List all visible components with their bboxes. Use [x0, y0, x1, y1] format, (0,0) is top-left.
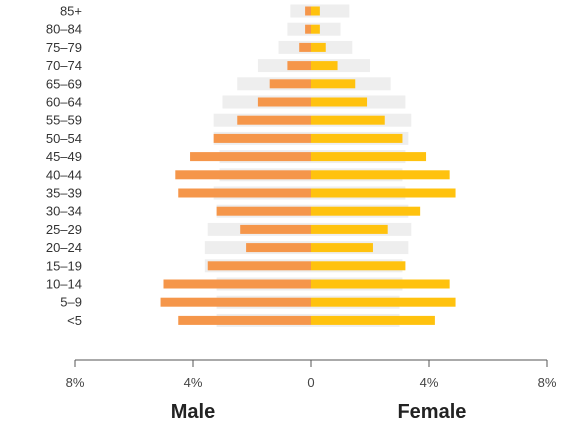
male-bar [305, 24, 311, 34]
female-bar [311, 279, 450, 289]
x-tick-label: 8% [66, 375, 85, 390]
age-group-label: 5–9 [60, 295, 82, 310]
female-bar [311, 61, 338, 71]
age-group-label: 50–54 [46, 131, 82, 146]
female-bar [311, 6, 320, 16]
female-bar [311, 115, 385, 125]
female-bar [311, 79, 356, 89]
male-bar [305, 6, 311, 16]
male-bar [246, 243, 311, 253]
female-bar [311, 297, 456, 307]
female-bar [311, 188, 456, 198]
male-bar [287, 61, 311, 71]
female-bar [311, 24, 320, 34]
x-tick-label: 4% [184, 375, 203, 390]
x-tick-label: 4% [420, 375, 439, 390]
female-bar [311, 133, 403, 143]
female-bar [311, 152, 427, 162]
age-group-label: 10–14 [46, 277, 82, 292]
age-group-label: 20–24 [46, 240, 82, 255]
age-group-label: 80–84 [46, 22, 82, 37]
age-group-label: 70–74 [46, 58, 82, 73]
age-group-label: 30–34 [46, 204, 82, 219]
female-bar [311, 224, 388, 234]
male-side-label: Male [171, 401, 215, 423]
male-bar [160, 297, 311, 307]
male-bar [190, 152, 311, 162]
male-bar [178, 188, 311, 198]
age-group-label: 75–79 [46, 40, 82, 55]
male-bar [257, 97, 311, 107]
bars-layer [160, 6, 456, 325]
age-group-label: 65–69 [46, 76, 82, 91]
male-bar [240, 224, 311, 234]
male-bar [175, 170, 311, 180]
age-group-label: 85+ [60, 4, 82, 19]
age-labels-layer: 85+ 80–84 75–79 70–74 65–69 60–64 55–59 50–54 45… [46, 4, 82, 328]
male-bar [269, 79, 311, 89]
age-group-label: 40–44 [46, 167, 82, 182]
age-group-label: 25–29 [46, 222, 82, 237]
male-bar [216, 206, 311, 216]
male-bar [213, 133, 311, 143]
female-bar [311, 315, 435, 325]
x-tick-label: 8% [538, 375, 557, 390]
female-bar [311, 206, 421, 216]
age-group-label: 35–39 [46, 186, 82, 201]
x-tick-label: 0 [307, 375, 314, 390]
male-bar [299, 42, 311, 52]
age-group-label: 55–59 [46, 113, 82, 128]
female-side-label: Female [397, 401, 466, 423]
male-bar [163, 279, 311, 289]
comparison-outline-layer [204, 4, 412, 327]
male-bar [178, 315, 311, 325]
female-bar [311, 97, 368, 107]
age-group-label: 15–19 [46, 258, 82, 273]
x-axis-ticks: 8% 4% 0 4% 8% [66, 360, 557, 390]
age-group-label: 60–64 [46, 95, 82, 110]
age-group-label: <5 [67, 313, 82, 328]
female-bar [311, 170, 450, 180]
male-bar [207, 261, 311, 271]
female-bar [311, 261, 406, 271]
male-bar [237, 115, 311, 125]
female-bar [311, 42, 326, 52]
age-group-label: 45–49 [46, 149, 82, 164]
female-bar [311, 243, 373, 253]
